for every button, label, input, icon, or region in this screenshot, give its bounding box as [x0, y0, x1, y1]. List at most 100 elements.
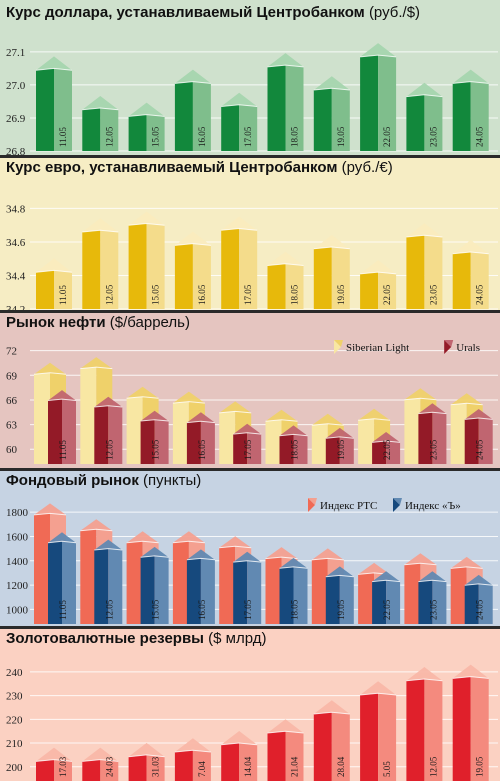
- x-tick-label: 15.05: [151, 439, 161, 460]
- x-tick-label: 18.05: [290, 284, 300, 305]
- legend-swatch: [334, 340, 341, 354]
- x-tick-label: 23.05: [428, 284, 438, 305]
- chart-unit: (руб./€): [342, 159, 393, 176]
- x-tick-label: 15.05: [151, 284, 161, 305]
- chart-title: Курс доллара, устанавливаемый Центробанк…: [6, 4, 420, 21]
- bar-series-2: [464, 574, 493, 624]
- bar-series-2: [279, 425, 308, 464]
- x-tick-label: 11.05: [58, 127, 68, 147]
- bar-series-2: [372, 432, 401, 464]
- x-tick-label: 19.05: [336, 599, 346, 620]
- bar: [82, 96, 119, 151]
- x-tick-label: 16.05: [197, 599, 207, 620]
- x-tick-label: 11.05: [58, 440, 68, 460]
- legend-item: Urals: [444, 340, 480, 354]
- x-tick-label: 12.05: [104, 439, 114, 460]
- x-tick-label: 12.05: [104, 126, 114, 147]
- y-tick-label: 220: [6, 714, 23, 726]
- bar-series-2: [140, 410, 169, 464]
- bar-series-2: [94, 396, 123, 464]
- x-tick-label: 17.05: [243, 439, 253, 460]
- bar-series-2: [47, 532, 77, 624]
- bar-series-2: [418, 571, 447, 624]
- x-tick-label: 24.05: [475, 439, 485, 460]
- x-tick-label: 31.03: [151, 756, 161, 777]
- bar-series-2: [186, 549, 215, 624]
- x-tick-label: 22.05: [382, 439, 392, 460]
- x-tick-label: 24.03: [104, 756, 114, 777]
- chart-panel-2: Курс евро, устанавливаемый Центробанком …: [0, 155, 500, 316]
- panel-separator: [0, 468, 500, 471]
- x-tick-label: 19.05: [475, 756, 485, 777]
- x-tick-label: 19.05: [336, 284, 346, 305]
- x-tick-label: 14.04: [243, 756, 253, 777]
- bar: [35, 747, 73, 781]
- y-tick-label: 1200: [6, 580, 29, 592]
- chart-panel-1: Курс доллара, устанавливаемый Центробанк…: [0, 0, 500, 158]
- y-tick-label: 34.8: [6, 203, 26, 215]
- bar-series-2: [94, 539, 123, 624]
- x-tick-label: 11.05: [58, 285, 68, 305]
- bar: [360, 260, 397, 309]
- bar: [174, 231, 211, 309]
- legend: Siberian Light Urals: [334, 340, 480, 354]
- chart-unit: (руб./$): [369, 4, 420, 21]
- bar: [452, 69, 489, 151]
- bar: [174, 69, 211, 151]
- chart-unit: ($ млрд): [208, 630, 266, 647]
- bar: [82, 747, 119, 781]
- bar: [221, 216, 258, 309]
- x-tick-label: 5.05: [382, 761, 392, 777]
- y-tick-label: 69: [6, 370, 18, 382]
- bar: [360, 43, 397, 151]
- chart-unit: ($/баррель): [110, 314, 190, 331]
- y-tick-label: 60: [6, 444, 18, 456]
- x-tick-label: 19.05: [336, 126, 346, 147]
- x-tick-label: 15.05: [151, 126, 161, 147]
- chart-panel-3: Рынок нефти ($/баррель) 60 63 66 69 72 11.05 12…: [0, 310, 500, 468]
- bar: [35, 56, 73, 151]
- chart-title: Фондовый рынок (пункты): [6, 472, 201, 489]
- bar: [406, 223, 443, 309]
- chart-title: Курс евро, устанавливаемый Центробанком …: [6, 159, 393, 176]
- panel-separator: [0, 626, 500, 629]
- bar-series-2: [418, 403, 447, 464]
- y-tick-label: 230: [6, 691, 23, 703]
- chart-panel-4: Фондовый рынок (пункты) 1000 1200 1400 1600 1…: [0, 468, 500, 626]
- legend-swatch: [308, 498, 315, 512]
- x-tick-label: 12.05: [104, 599, 114, 620]
- legend-swatch: [444, 340, 452, 354]
- y-tick-label: 66: [6, 395, 18, 407]
- bar: [267, 251, 304, 309]
- panel-separator: [0, 155, 500, 158]
- bar: [35, 258, 73, 309]
- panel-separator: [0, 310, 500, 313]
- y-tick-label: 210: [6, 738, 23, 750]
- chart-panel-5: Золотовалютные резервы ($ млрд) 200 210 220…: [0, 626, 500, 781]
- y-tick-label: 63: [6, 420, 18, 432]
- bar-series-2: [233, 423, 262, 464]
- bar-series-2: [233, 551, 262, 624]
- x-tick-label: 18.05: [290, 439, 300, 460]
- legend-item: Индекс «Ъ»: [393, 498, 461, 512]
- x-tick-label: 16.05: [197, 284, 207, 305]
- x-tick-label: 16.05: [197, 126, 207, 147]
- legend: Индекс РТС Индекс «Ъ»: [308, 498, 461, 512]
- x-tick-label: 17.05: [243, 284, 253, 305]
- bar: [360, 681, 397, 781]
- bar: [313, 76, 350, 151]
- y-tick-label: 1800: [6, 507, 29, 519]
- x-tick-label: 22.05: [382, 284, 392, 305]
- x-tick-label: 21.04: [290, 756, 300, 777]
- legend-item: Siberian Light: [334, 340, 409, 354]
- bar: [313, 700, 350, 781]
- bar: [452, 664, 489, 781]
- bar-series-2: [372, 571, 401, 624]
- x-tick-label: 24.05: [475, 126, 485, 147]
- x-tick-label: 18.05: [290, 126, 300, 147]
- y-tick-label: 1400: [6, 556, 29, 568]
- x-tick-label: 17.05: [243, 599, 253, 620]
- bar-series-2: [140, 546, 169, 624]
- x-tick-label: 17.03: [58, 756, 68, 777]
